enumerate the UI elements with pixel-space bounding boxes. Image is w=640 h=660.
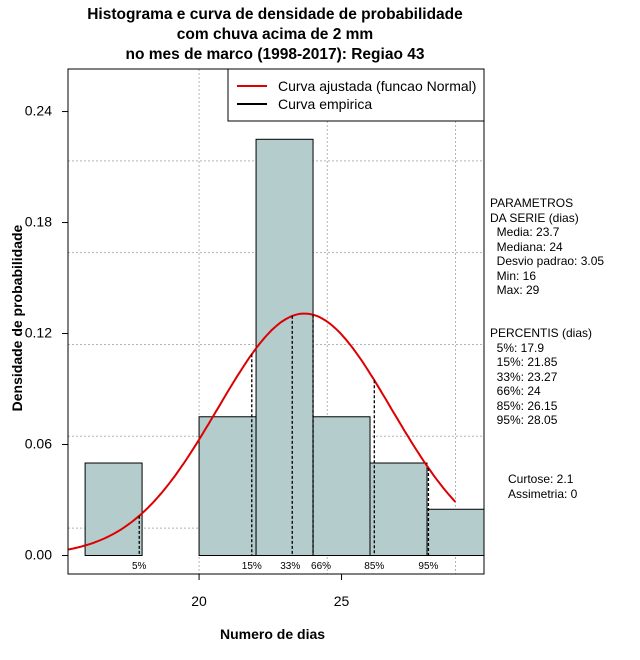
chart-title-line-2: com chuva acima de 2 mm xyxy=(176,26,374,43)
assimetria-text: Assimetria: 0 xyxy=(508,487,578,501)
parametros-line: Media: 23.7 xyxy=(490,225,560,239)
chart-title-line-1: Histograma e curva de densidade de proba… xyxy=(87,6,463,23)
histogram-bar xyxy=(84,462,143,557)
parametros-line: PARAMETROS xyxy=(490,196,574,210)
normal-curve-line xyxy=(67,312,457,551)
y-axis-label: Densidade de probabilidade xyxy=(9,224,25,412)
percentile-label: 15% xyxy=(242,561,262,572)
chart-title-line-3: no mes de marco (1998-2017): Regiao 43 xyxy=(125,46,425,63)
parametros-line: Max: 29 xyxy=(490,283,540,297)
histogram-bar xyxy=(426,508,485,557)
percentis-line: 15%: 21.85 xyxy=(490,355,558,369)
y-tick-label: 0.00 xyxy=(25,547,52,563)
legend-box xyxy=(227,68,485,122)
histogram-bar xyxy=(369,462,428,557)
histogram-bar xyxy=(198,416,257,557)
percentile-label: 33% xyxy=(280,561,300,572)
percentile-label: 95% xyxy=(418,561,438,572)
parametros-line: Desvio padrao: 3.05 xyxy=(490,254,605,268)
percentis-line: 85%: 26.15 xyxy=(490,398,558,413)
histogram-bar xyxy=(312,416,371,557)
x-tick-label: 25 xyxy=(334,593,350,609)
parametros-line: Min: 16 xyxy=(490,268,537,283)
percentis-line: 33%: 23.27 xyxy=(490,369,558,384)
x-axis-label: Numero de dias xyxy=(220,626,326,642)
x-tick-label: 20 xyxy=(191,593,207,609)
percentis-line: 5%: 17.9 xyxy=(490,340,545,355)
parametros-line: DA SERIE (dias) xyxy=(490,210,579,225)
histogram-bar xyxy=(255,138,314,557)
percentile-label: 66% xyxy=(311,561,331,572)
y-tick-label: 0.12 xyxy=(25,325,52,341)
parametros-line: Mediana: 24 xyxy=(490,239,563,254)
y-tick-label: 0.06 xyxy=(25,436,52,452)
percentis-line: 66%: 24 xyxy=(490,384,541,398)
percentile-label: 85% xyxy=(364,561,384,572)
y-tick-label: 0.18 xyxy=(25,214,52,230)
curtose-text: Curtose: 2.1 xyxy=(508,472,574,486)
legend-label: Curva empirica xyxy=(278,96,372,112)
legend-label: Curva ajustada (funcao Normal) xyxy=(278,78,476,94)
percentile-label: 5% xyxy=(132,561,147,572)
percentis-line: 95%: 28.05 xyxy=(490,413,558,427)
percentis-line: PERCENTIS (dias) xyxy=(490,326,593,340)
y-tick-label: 0.24 xyxy=(25,103,52,119)
